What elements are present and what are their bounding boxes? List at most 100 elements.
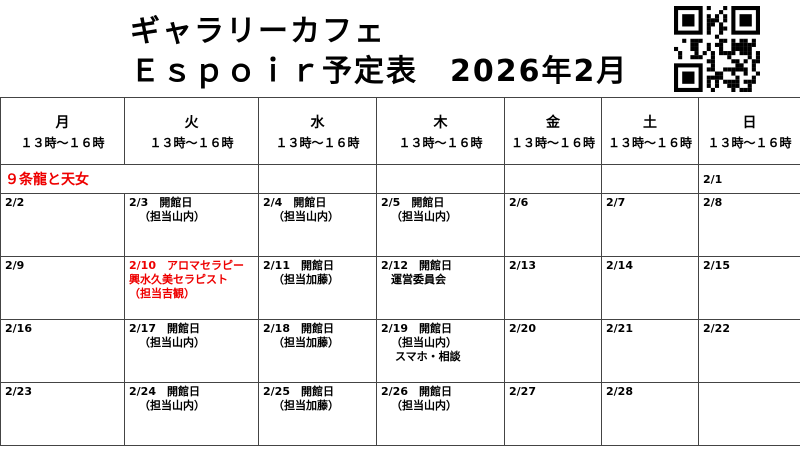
day-cell: 2/23 — [0, 382, 125, 446]
day-cell: 2/6 — [504, 193, 602, 257]
day-cell: 2/26 開館日 （担当山内） — [376, 382, 505, 446]
day-cell: 2/19 開館日 （担当山内） スマホ・相談 — [376, 319, 505, 383]
day-cell: 2/18 開館日 （担当加藤） — [258, 319, 377, 383]
day-hours: １３時～１６時 — [707, 135, 792, 150]
qr-code-icon — [674, 6, 760, 92]
cell-date: 2/18 開館日 — [263, 322, 334, 335]
day-cell: 2/4 開館日 （担当山内） — [258, 193, 377, 257]
day-cell: 2/5 開館日 （担当山内） — [376, 193, 505, 257]
day-name: 水 — [310, 114, 325, 131]
day-cell: 2/15 — [698, 256, 800, 320]
day-cell: 2/22 — [698, 319, 800, 383]
cell-date: 2/12 開館日 — [381, 259, 452, 272]
day-name: 火 — [184, 114, 199, 131]
cell-date: 2/5 開館日 — [381, 196, 445, 209]
cell-date: 2/21 — [606, 322, 633, 335]
day-hours: １３時～１６時 — [275, 135, 360, 150]
cell-line: 興水久美セラピスト — [129, 273, 228, 286]
day-cell: 2/2 — [0, 193, 125, 257]
cell-date: 2/10 アロマセラピー — [129, 259, 244, 272]
cell-date: 2/15 — [703, 259, 730, 272]
day-cell: 2/14 — [601, 256, 699, 320]
day-header: 月 １３時～１６時 — [0, 97, 125, 165]
day-cell: 2/16 — [0, 319, 125, 383]
cell-line: （担当加藤） — [273, 399, 339, 412]
day-header: 土 １３時～１６時 — [601, 97, 699, 165]
week-row: 2/9 2/10 アロマセラピー 興水久美セラピスト （担当吉観） 2/11 開館日 （担… — [0, 256, 800, 320]
cell-date: 2/8 — [703, 196, 723, 209]
week-row: 2/23 2/24 開館日 （担当山内） 2/25 開館日 （担当加藤） 2/26 開館日… — [0, 382, 800, 446]
week-row: 2/2 2/3 開館日 （担当山内） 2/4 開館日 （担当山内） 2/5 開館日 （担当山… — [0, 193, 800, 257]
cell-line: （担当山内） — [391, 336, 457, 349]
cell-date: 2/14 — [606, 259, 633, 272]
cell-line: （担当山内） — [273, 210, 339, 223]
cell-date: 2/27 — [509, 385, 536, 398]
day-cell — [698, 382, 800, 446]
day-cell: 2/27 — [504, 382, 602, 446]
cell-line: （担当山内） — [139, 210, 205, 223]
cell-line: （担当山内） — [139, 336, 205, 349]
cell-line: （担当加藤） — [273, 273, 339, 286]
cell-date: 2/16 — [5, 322, 32, 335]
day-cell: 2/25 開館日 （担当加藤） — [258, 382, 377, 446]
cell-date: 2/13 — [509, 259, 536, 272]
schedule-table: 月 １３時～１６時火 １３時～１６時水 １３時～１６時木 １３時～１６時金 １３時～１６時… — [0, 97, 800, 446]
day-cell: 2/3 開館日 （担当山内） — [124, 193, 259, 257]
day-cell: 2/21 — [601, 319, 699, 383]
day-cell: 2/8 — [698, 193, 800, 257]
cell-line: （担当山内） — [391, 399, 457, 412]
cell-date: 2/4 開館日 — [263, 196, 327, 209]
day-cell: 2/13 — [504, 256, 602, 320]
day-hours: １３時～１６時 — [607, 135, 692, 150]
cell-line: 運営委員会 — [391, 273, 446, 286]
cell-date: 2/26 開館日 — [381, 385, 452, 398]
cell-line: （担当山内） — [391, 210, 457, 223]
day-name: 木 — [433, 114, 448, 131]
day-cell: 2/28 — [601, 382, 699, 446]
cell-date: 2/19 開館日 — [381, 322, 452, 335]
day-cell: 2/10 アロマセラピー 興水久美セラピスト （担当吉観） — [124, 256, 259, 320]
day-header: 木 １３時～１６時 — [376, 97, 505, 165]
cell-line: （担当山内） — [139, 399, 205, 412]
day-cell: 2/9 — [0, 256, 125, 320]
cell-date: 2/23 — [5, 385, 32, 398]
day-cell: 2/1 — [698, 164, 800, 194]
cell-date: 2/2 — [5, 196, 25, 209]
day-header: 日 １３時～１６時 — [698, 97, 800, 165]
week-row: 2/16 2/17 開館日 （担当山内） 2/18 開館日 （担当加藤） 2/19 開館日… — [0, 319, 800, 383]
cell-date: 2/9 — [5, 259, 25, 272]
cell-date: 2/25 開館日 — [263, 385, 334, 398]
day-name: 日 — [742, 114, 757, 131]
cell-date: 2/17 開館日 — [129, 322, 200, 335]
day-hours: １３時～１６時 — [398, 135, 483, 150]
day-hours: １３時～１６時 — [20, 135, 105, 150]
day-header: 水 １３時～１６時 — [258, 97, 377, 165]
day-header: 火 １３時～１６時 — [124, 97, 259, 165]
cell-line: （担当吉観） — [129, 287, 195, 300]
day-cell: 2/11 開館日 （担当加藤） — [258, 256, 377, 320]
cell-date: 2/3 開館日 — [129, 196, 193, 209]
day-hours: １３時～１６時 — [510, 135, 595, 150]
day-cell: 2/17 開館日 （担当山内） — [124, 319, 259, 383]
day-cell: 2/20 — [504, 319, 602, 383]
day-cell: 2/7 — [601, 193, 699, 257]
day-name: 土 — [643, 114, 657, 131]
title-line1: ギャラリーカフェ — [130, 14, 386, 49]
cell-date: 2/7 — [606, 196, 626, 209]
day-cell: 2/12 開館日 運営委員会 — [376, 256, 505, 320]
cell-date: 2/22 — [703, 322, 730, 335]
event-banner: ９条龍と天女 — [0, 164, 259, 194]
day-hours: １３時～１６時 — [149, 135, 234, 150]
cell-date: 2/24 開館日 — [129, 385, 200, 398]
day-name: 月 — [55, 114, 70, 131]
cell-date: 2/20 — [509, 322, 536, 335]
cell-date: 2/6 — [509, 196, 529, 209]
cell-line: （担当加藤） — [273, 336, 339, 349]
title-line2: Ｅｓｐｏｉｒ予定表 2026年2月 — [130, 54, 629, 89]
day-name: 金 — [546, 114, 560, 131]
day-cell: 2/24 開館日 （担当山内） — [124, 382, 259, 446]
cell-line: スマホ・相談 — [395, 350, 461, 363]
cell-date: 2/28 — [606, 385, 633, 398]
day-header: 金 １３時～１６時 — [504, 97, 602, 165]
cell-date: 2/11 開館日 — [263, 259, 334, 272]
